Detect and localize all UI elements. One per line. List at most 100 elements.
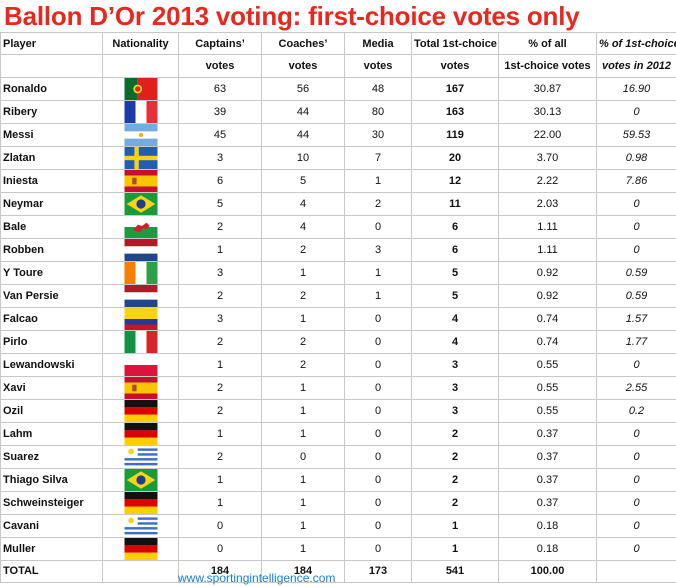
- captains-votes: 6: [178, 168, 262, 193]
- media-votes: 0: [344, 329, 412, 354]
- pct-all-votes: 0.37: [498, 490, 597, 515]
- table-row: Messi 45 44 30 119 22.00 59.53: [0, 122, 676, 147]
- captains-votes: 5: [178, 191, 262, 216]
- total-votes: 6: [411, 237, 499, 262]
- header2-coaches: votes: [261, 54, 345, 78]
- pct-2012-votes: 0: [596, 490, 676, 515]
- total-votes: 1: [411, 513, 499, 538]
- pct-2012-votes: 0: [596, 467, 676, 492]
- pct-all-votes: 3.70: [498, 145, 597, 170]
- table-row: Ronaldo 63 56 48 167 30.87 16.90: [0, 76, 676, 101]
- media-votes: 2: [344, 191, 412, 216]
- footer-link[interactable]: www.sportingintelligence.com: [178, 571, 336, 585]
- media-votes: 1: [344, 283, 412, 308]
- coaches-votes: 2: [261, 237, 345, 262]
- total-votes: 12: [411, 168, 499, 193]
- media-votes: 0: [344, 444, 412, 469]
- table-row: Y Toure 3 1 1 5 0.92 0.59: [0, 260, 676, 285]
- table-row: Ribery 39 44 80 163 30.13 0: [0, 99, 676, 124]
- media-votes: 48: [344, 76, 412, 101]
- table-row: Falcao 3 1 0 4 0.74 1.57: [0, 306, 676, 331]
- pct-2012-votes: 59.53: [596, 122, 676, 147]
- total-votes: 4: [411, 306, 499, 331]
- captains-votes: 0: [178, 513, 262, 538]
- coaches-votes: 1: [261, 536, 345, 561]
- header2-total: votes: [411, 54, 499, 78]
- nationality-cell: [102, 444, 179, 469]
- total-votes: 11: [411, 191, 499, 216]
- header-row-1: Player Nationality Captains’ Coaches’ Me…: [0, 31, 676, 56]
- netherlands-flag: [124, 239, 158, 261]
- page-title: Ballon D’Or 2013 voting: first-choice vo…: [4, 1, 580, 31]
- player-name: Ozil: [0, 398, 103, 423]
- pct-all-votes: 1.11: [498, 237, 597, 262]
- nationality-cell: [102, 536, 179, 561]
- nationality-cell: [102, 375, 179, 400]
- table-row: Iniesta 6 5 1 12 2.22 7.86: [0, 168, 676, 193]
- captains-votes: 63: [178, 76, 262, 101]
- poland-flag: [124, 354, 158, 376]
- total-votes: 167: [411, 76, 499, 101]
- total-row: TOTAL 184 184 173 541 100.00: [0, 559, 676, 583]
- media-votes: 0: [344, 375, 412, 400]
- captains-votes: 1: [178, 467, 262, 492]
- media-votes: 0: [344, 306, 412, 331]
- total-pct: 100.00: [498, 559, 597, 583]
- coaches-votes: 56: [261, 76, 345, 101]
- pct-all-votes: 0.18: [498, 536, 597, 561]
- header2-player: [0, 54, 103, 78]
- pct-2012-votes: 0: [596, 352, 676, 377]
- table-row: Schweinsteiger 1 1 0 2 0.37 0: [0, 490, 676, 515]
- nationality-cell: [102, 76, 179, 101]
- pct-2012-votes: 2.55: [596, 375, 676, 400]
- media-votes: 3: [344, 237, 412, 262]
- total-votes: 5: [411, 283, 499, 308]
- coaches-votes: 2: [261, 329, 345, 354]
- table-row: Van Persie 2 2 1 5 0.92 0.59: [0, 283, 676, 308]
- captains-votes: 3: [178, 145, 262, 170]
- coaches-votes: 4: [261, 214, 345, 239]
- table-body: Player Nationality Captains’ Coaches’ Me…: [0, 31, 676, 583]
- pct-2012-votes: 7.86: [596, 168, 676, 193]
- ivory-coast-flag: [124, 262, 158, 284]
- germany-flag: [124, 423, 158, 445]
- brazil-flag: [124, 193, 158, 215]
- pct-2012-votes: 0: [596, 421, 676, 446]
- coaches-votes: 1: [261, 306, 345, 331]
- media-votes: 0: [344, 214, 412, 239]
- captains-votes: 2: [178, 398, 262, 423]
- pct-all-votes: 0.92: [498, 260, 597, 285]
- header-player: Player: [0, 31, 103, 56]
- header2-captains: votes: [178, 54, 262, 78]
- coaches-votes: 1: [261, 260, 345, 285]
- header-pct-2012: % of 1st-choice: [596, 31, 676, 56]
- total-votes: 2: [411, 421, 499, 446]
- pct-2012-votes: 0: [596, 513, 676, 538]
- captains-votes: 0: [178, 536, 262, 561]
- nationality-cell: [102, 490, 179, 515]
- pct-all-votes: 1.11: [498, 214, 597, 239]
- nationality-cell: [102, 260, 179, 285]
- table-row: Zlatan 3 10 7 20 3.70 0.98: [0, 145, 676, 170]
- table-row: Thiago Silva 1 1 0 2 0.37 0: [0, 467, 676, 492]
- coaches-votes: 2: [261, 283, 345, 308]
- pct-2012-votes: 0: [596, 99, 676, 124]
- coaches-votes: 1: [261, 467, 345, 492]
- pct-2012-votes: 0.98: [596, 145, 676, 170]
- pct-2012-votes: 1.57: [596, 306, 676, 331]
- table-row: Lewandowski 1 2 0 3 0.55 0: [0, 352, 676, 377]
- nationality-cell: [102, 122, 179, 147]
- player-name: Iniesta: [0, 168, 103, 193]
- table-row: Suarez 2 0 0 2 0.37 0: [0, 444, 676, 469]
- uruguay-flag: [124, 446, 158, 468]
- player-name: Pirlo: [0, 329, 103, 354]
- player-name: Zlatan: [0, 145, 103, 170]
- player-name: Y Toure: [0, 260, 103, 285]
- argentina-flag: [124, 124, 158, 146]
- nationality-cell: [102, 467, 179, 492]
- player-name: Bale: [0, 214, 103, 239]
- header-total: Total 1st-choice: [411, 31, 499, 56]
- total-votes: 119: [411, 122, 499, 147]
- netherlands-flag: [124, 285, 158, 307]
- spain-flag: [124, 377, 158, 399]
